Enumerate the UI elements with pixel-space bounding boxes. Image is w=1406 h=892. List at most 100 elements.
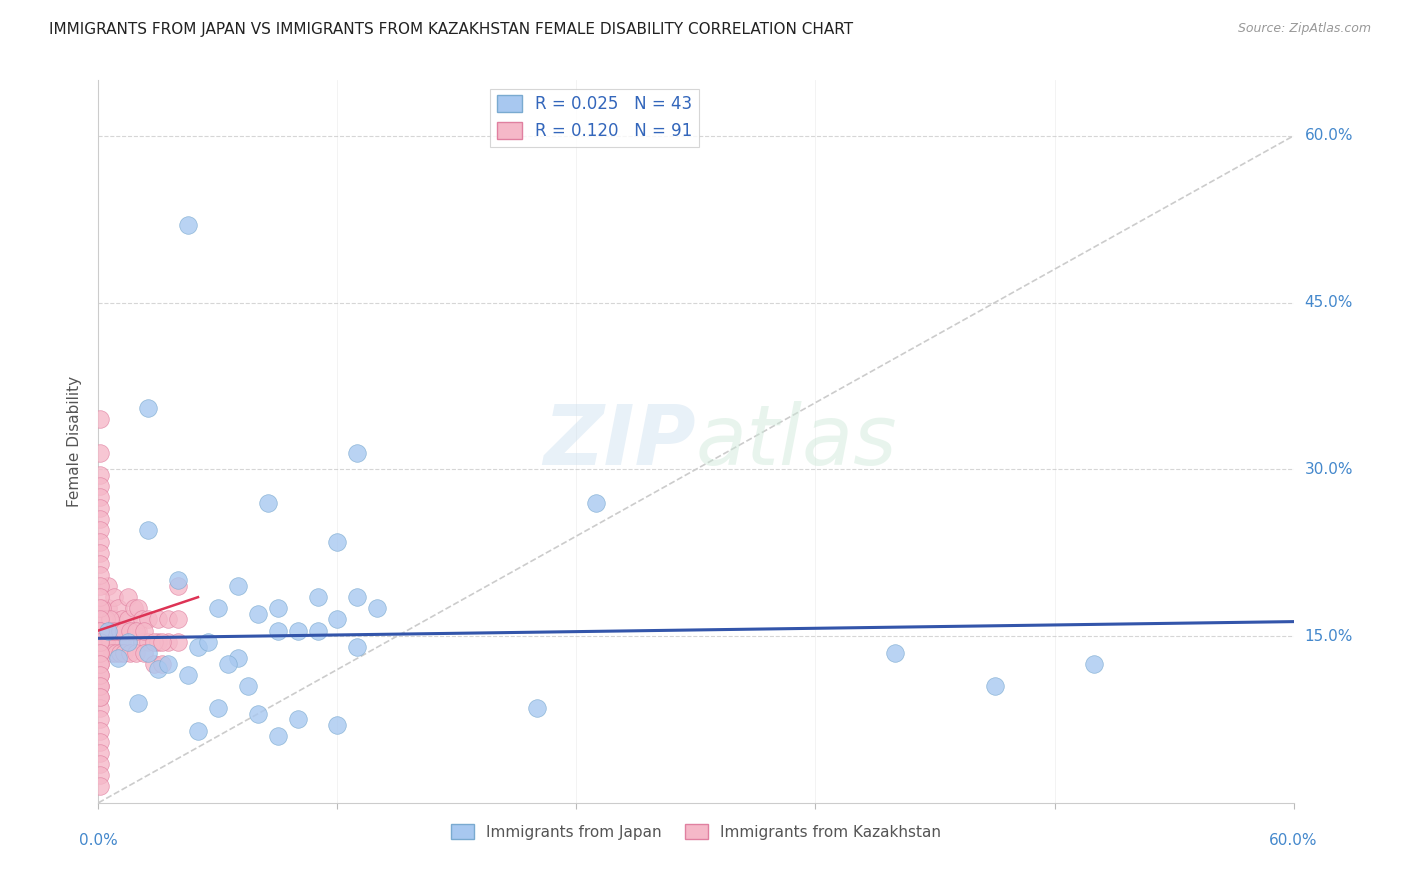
Text: 60.0%: 60.0% — [1305, 128, 1353, 144]
Point — [89, 646, 111, 660]
Point — [103, 612, 125, 626]
Point — [89, 634, 111, 648]
Point — [167, 574, 190, 588]
Point — [97, 601, 120, 615]
Point — [125, 646, 148, 660]
Point — [89, 679, 111, 693]
Point — [136, 646, 159, 660]
Point — [307, 590, 329, 604]
Point — [884, 646, 907, 660]
Point — [89, 579, 111, 593]
Point — [136, 612, 159, 626]
Point — [97, 579, 120, 593]
Point — [207, 701, 229, 715]
Text: 60.0%: 60.0% — [1270, 833, 1317, 848]
Point — [287, 624, 309, 638]
Point — [148, 634, 170, 648]
Point — [127, 601, 149, 615]
Point — [150, 657, 173, 671]
Point — [127, 624, 149, 638]
Point — [89, 746, 111, 760]
Point — [89, 412, 111, 426]
Point — [326, 718, 349, 732]
Point — [107, 651, 129, 665]
Point — [112, 646, 135, 660]
Point — [89, 479, 111, 493]
Point — [107, 624, 129, 638]
Point — [207, 601, 229, 615]
Point — [89, 779, 111, 793]
Point — [197, 634, 219, 648]
Point — [91, 624, 114, 638]
Point — [246, 706, 269, 721]
Text: 30.0%: 30.0% — [1305, 462, 1353, 477]
Point — [136, 634, 159, 648]
Point — [89, 512, 111, 526]
Point — [150, 634, 173, 648]
Point — [267, 601, 290, 615]
Point — [226, 579, 249, 593]
Point — [148, 612, 170, 626]
Point — [226, 651, 249, 665]
Point — [120, 646, 142, 660]
Point — [134, 624, 156, 638]
Point — [110, 646, 132, 660]
Point — [89, 690, 111, 705]
Point — [157, 657, 180, 671]
Point — [110, 624, 132, 638]
Point — [346, 445, 368, 459]
Point — [117, 590, 139, 604]
Point — [117, 634, 139, 648]
Point — [89, 768, 111, 782]
Point — [97, 624, 120, 638]
Point — [89, 723, 111, 738]
Point — [89, 601, 111, 615]
Text: ZIP: ZIP — [543, 401, 696, 482]
Point — [89, 590, 111, 604]
Legend: Immigrants from Japan, Immigrants from Kazakhstan: Immigrants from Japan, Immigrants from K… — [444, 818, 948, 846]
Point — [217, 657, 239, 671]
Point — [127, 696, 149, 710]
Point — [131, 634, 153, 648]
Point — [1083, 657, 1105, 671]
Point — [526, 701, 548, 715]
Point — [177, 218, 200, 232]
Point — [89, 557, 111, 571]
Point — [143, 657, 166, 671]
Point — [187, 723, 209, 738]
Text: Source: ZipAtlas.com: Source: ZipAtlas.com — [1237, 22, 1371, 36]
Text: IMMIGRANTS FROM JAPAN VS IMMIGRANTS FROM KAZAKHSTAN FEMALE DISABILITY CORRELATIO: IMMIGRANTS FROM JAPAN VS IMMIGRANTS FROM… — [49, 22, 853, 37]
Point — [89, 624, 111, 638]
Point — [89, 734, 111, 748]
Point — [177, 668, 200, 682]
Text: atlas: atlas — [696, 401, 897, 482]
Point — [89, 668, 111, 682]
Point — [105, 646, 128, 660]
Point — [89, 690, 111, 705]
Point — [89, 668, 111, 682]
Point — [136, 524, 159, 538]
Point — [101, 624, 124, 638]
Point — [89, 646, 111, 660]
Point — [187, 640, 209, 655]
Text: 15.0%: 15.0% — [1305, 629, 1353, 643]
Point — [112, 624, 135, 638]
Point — [117, 612, 139, 626]
Point — [93, 634, 115, 648]
Point — [97, 624, 120, 638]
Point — [101, 646, 124, 660]
Point — [98, 634, 122, 648]
Point — [89, 634, 111, 648]
Y-axis label: Female Disability: Female Disability — [67, 376, 83, 508]
Point — [93, 612, 115, 626]
Point — [148, 662, 170, 676]
Point — [89, 657, 111, 671]
Point — [103, 590, 125, 604]
Point — [111, 634, 134, 648]
Point — [984, 679, 1007, 693]
Point — [143, 634, 166, 648]
Point — [267, 624, 290, 638]
Point — [246, 607, 269, 621]
Point — [89, 679, 111, 693]
Point — [124, 624, 146, 638]
